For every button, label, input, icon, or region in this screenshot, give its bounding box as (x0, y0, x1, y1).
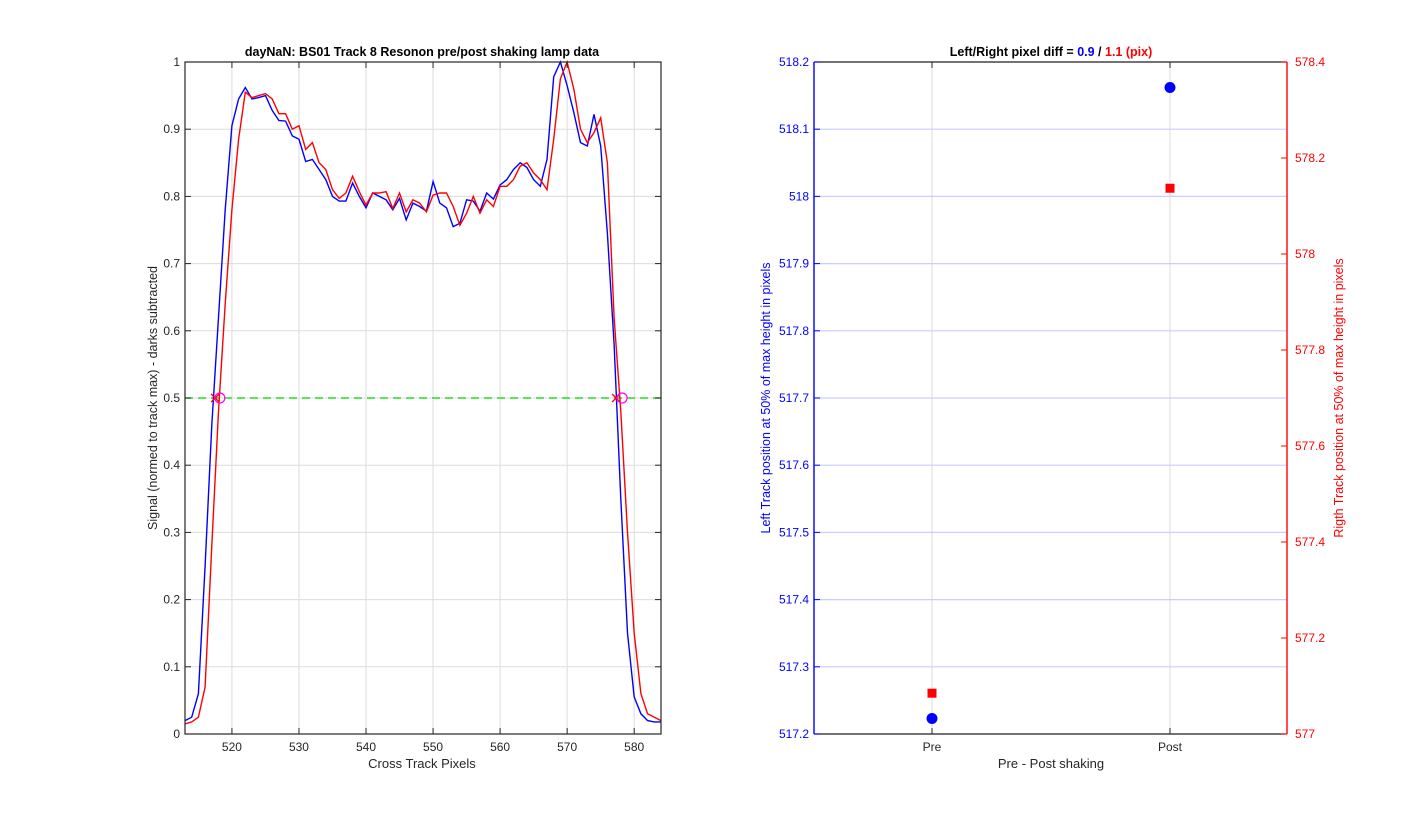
left-y-tick-label: 517.8 (779, 324, 809, 338)
half-max-circle-marker (214, 392, 226, 404)
x-tick-label: 550 (423, 740, 443, 754)
right-y-tick-label: 578.2 (1295, 151, 1325, 165)
left-y-tick-label: 517.5 (779, 525, 809, 539)
x-tick-label: 570 (557, 740, 577, 754)
left-y-tick-label: 517.9 (779, 257, 809, 271)
x-tick-label: 520 (222, 740, 242, 754)
chart1-xlabel: Cross Track Pixels (368, 756, 476, 771)
y-tick-label: 0 (173, 727, 180, 741)
right-position-point (1165, 183, 1175, 193)
position-diff-chart: Left/Right pixel diff = 0.9 / 1.1 (pix) … (759, 45, 1346, 771)
left-y-tick-label: 517.4 (779, 593, 809, 607)
left-position-point (1164, 82, 1176, 94)
right-y-tick-label: 578.4 (1295, 55, 1325, 69)
left-y-tick-label: 517.3 (779, 660, 809, 674)
y-tick-label: 0.6 (163, 324, 180, 338)
x-tick-label: Pre (923, 740, 942, 754)
x-tick-label: Post (1158, 740, 1183, 754)
left-y-tick-label: 518.2 (779, 55, 809, 69)
right-y-tick-label: 578 (1295, 247, 1315, 261)
chart2-title-sep: / (1095, 45, 1105, 59)
y-tick-label: 0.7 (163, 257, 180, 271)
right-y-tick-label: 577.2 (1295, 631, 1325, 645)
left-y-tick-label: 517.7 (779, 391, 809, 405)
y-tick-label: 0.5 (163, 391, 180, 405)
left-y-tick-label: 517.2 (779, 727, 809, 741)
half-max-circle-marker (616, 392, 628, 404)
chart1-ylabel: Signal (normed to track max) - darks sub… (146, 266, 160, 530)
left-y-tick-label: 517.6 (779, 458, 809, 472)
left-y-tick-label: 518.1 (779, 122, 809, 136)
y-tick-label: 0.3 (163, 525, 180, 539)
x-tick-label: 560 (490, 740, 510, 754)
x-tick-label: 580 (624, 740, 644, 754)
y-tick-label: 0.1 (163, 660, 180, 674)
y-tick-label: 0.8 (163, 189, 180, 203)
chart2-title-red: 1.1 (pix) (1105, 45, 1152, 59)
chart2-title-prefix: Left/Right pixel diff = (950, 45, 1077, 59)
y-tick-label: 0.9 (163, 122, 180, 136)
y-tick-label: 0.2 (163, 593, 180, 607)
x-tick-label: 530 (289, 740, 309, 754)
right-position-point (927, 688, 937, 698)
chart2-title-blue: 0.9 (1077, 45, 1094, 59)
chart2-title: Left/Right pixel diff = 0.9 / 1.1 (pix) (950, 45, 1153, 59)
y-tick-label: 1 (173, 55, 180, 69)
chart1-title: dayNaN: BS01 Track 8 Resonon pre/post sh… (245, 45, 600, 59)
half-max-x-marker (611, 393, 621, 403)
right-y-tick-label: 577.8 (1295, 343, 1325, 357)
chart2-ylabel-right: Rigth Track position at 50% of max heigh… (1332, 258, 1346, 537)
y-tick-label: 0.4 (163, 458, 180, 472)
right-y-tick-label: 577.4 (1295, 535, 1325, 549)
pre-shaking-line (184, 59, 661, 723)
signal-profile-chart: dayNaN: BS01 Track 8 Resonon pre/post sh… (146, 45, 662, 771)
chart2-ylabel-left: Left Track position at 50% of max height… (759, 263, 773, 534)
post-shaking-line (184, 59, 662, 725)
left-y-tick-label: 518 (789, 189, 809, 203)
right-y-tick-label: 577.6 (1295, 439, 1325, 453)
chart2-xlabel: Pre - Post shaking (998, 756, 1104, 771)
left-position-point (926, 713, 938, 725)
right-y-tick-label: 577 (1295, 727, 1315, 741)
x-tick-label: 540 (356, 740, 376, 754)
